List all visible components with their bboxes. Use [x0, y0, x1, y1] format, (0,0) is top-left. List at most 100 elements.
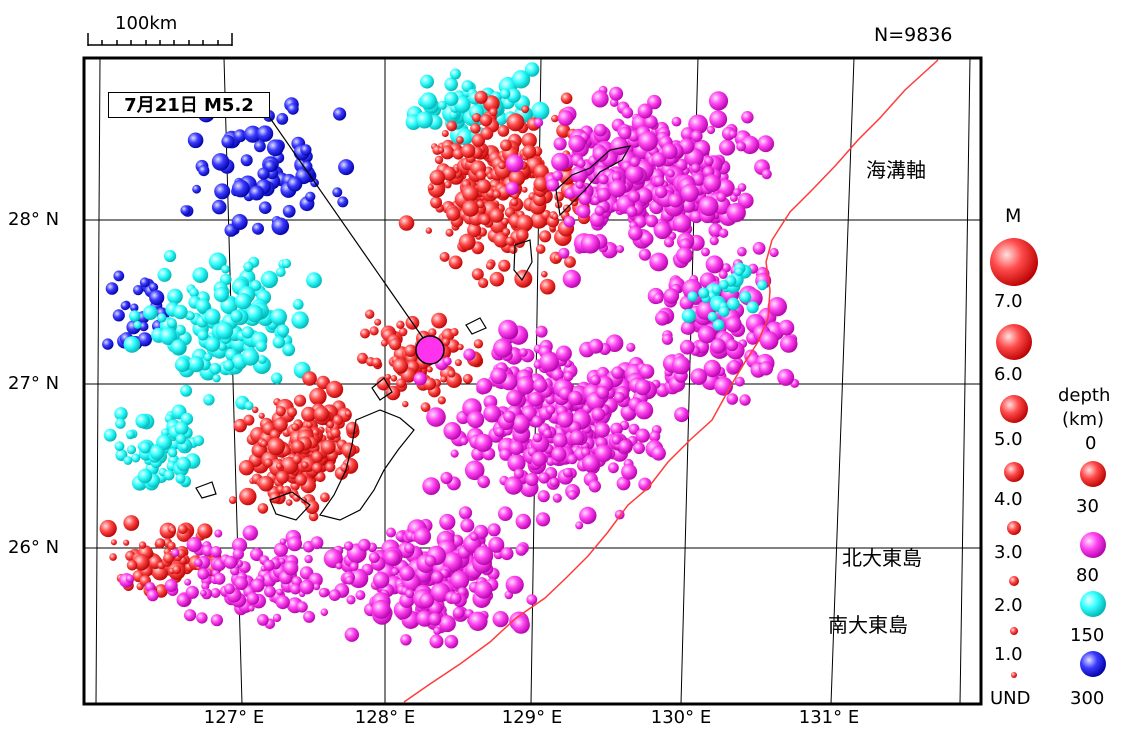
earthquake-marker	[519, 348, 528, 357]
earthquake-marker	[563, 371, 574, 382]
earthquake-marker	[498, 319, 518, 340]
earthquake-marker	[384, 549, 401, 566]
earthquake-marker	[740, 135, 760, 155]
depth-legend-symbols	[1080, 461, 1106, 677]
earthquake-marker	[355, 590, 366, 601]
earthquake-marker	[250, 547, 264, 562]
earthquake-marker	[668, 193, 683, 208]
earthquake-marker	[474, 90, 488, 104]
earthquake-marker	[526, 594, 538, 605]
earthquake-marker	[221, 135, 235, 149]
earthquake-marker	[99, 519, 117, 538]
earthquake-marker	[310, 536, 324, 550]
earthquake-marker	[167, 288, 183, 305]
x-tick-131e: 131° E	[798, 707, 860, 728]
earthquake-marker	[437, 100, 447, 110]
earthquake-marker	[105, 282, 119, 295]
earthquake-marker	[653, 293, 664, 304]
earthquake-marker	[392, 358, 408, 374]
earthquake-marker	[649, 252, 669, 272]
earthquake-marker	[512, 616, 530, 634]
earthquake-marker	[267, 437, 285, 456]
earthquake-marker	[511, 70, 531, 89]
earthquake-marker	[636, 187, 653, 204]
earthquake-marker	[271, 217, 290, 236]
earthquake-marker	[739, 291, 752, 303]
earthquake-marker	[149, 290, 165, 306]
earthquake-marker	[651, 152, 667, 168]
earthquake-marker	[126, 429, 135, 439]
earthquake-marker	[736, 141, 746, 152]
earthquake-marker	[114, 407, 128, 421]
earthquake-marker	[426, 407, 446, 427]
earthquake-marker	[616, 245, 625, 254]
earthquake-marker	[292, 299, 304, 310]
earthquake-marker	[443, 422, 462, 440]
earthquake-marker	[193, 435, 205, 446]
trench-axis-label: 海溝軸	[866, 158, 926, 182]
earthquake-marker	[621, 106, 634, 119]
earthquake-marker	[238, 460, 255, 476]
earthquake-marker	[457, 343, 464, 351]
earthquake-marker	[458, 233, 476, 251]
earthquake-marker	[576, 204, 591, 219]
earthquake-marker	[234, 576, 248, 590]
earthquake-marker	[551, 152, 570, 171]
earthquake-marker	[276, 462, 283, 470]
earthquake-marker	[779, 335, 798, 353]
earthquake-marker	[556, 123, 571, 138]
earthquake-marker	[231, 214, 248, 230]
earthquake-marker	[420, 402, 431, 413]
earthquake-marker	[653, 221, 672, 240]
earthquake-marker	[568, 135, 586, 153]
depth-label-30: 30	[1076, 496, 1099, 517]
earthquake-marker	[276, 588, 284, 596]
earthquake-marker	[515, 513, 531, 530]
earthquake-marker	[498, 161, 506, 170]
trench-axis-line	[403, 59, 939, 703]
earthquake-marker	[464, 460, 485, 481]
earthquake-marker	[462, 185, 479, 202]
depth-legend-title: depth	[1058, 385, 1111, 406]
earthquake-marker	[215, 321, 234, 340]
earthquake-marker	[344, 627, 359, 642]
mag-label-7: 7.0	[994, 291, 1023, 312]
earthquake-marker	[759, 331, 779, 350]
earthquake-marker	[440, 375, 448, 383]
earthquake-marker	[257, 355, 267, 364]
earthquake-marker	[396, 320, 405, 329]
earthquake-marker	[473, 545, 494, 566]
earthquake-marker	[315, 471, 326, 483]
earthquake-marker	[564, 256, 576, 268]
earthquake-marker	[474, 433, 493, 452]
earthquake-marker	[139, 441, 152, 454]
earthquake-marker	[509, 440, 524, 455]
earthquake-marker	[187, 132, 204, 149]
earthquake-marker	[413, 527, 432, 545]
earthquake-marker	[129, 310, 141, 322]
earthquake-marker	[444, 77, 459, 92]
earthquake-marker	[296, 601, 308, 613]
earthquake-marker	[419, 92, 437, 110]
earthquake-marker	[758, 361, 774, 376]
earthquake-marker	[442, 338, 450, 346]
earthquake-marker	[516, 214, 534, 232]
earthquake-marker	[402, 400, 409, 408]
mag-label-und: UND	[990, 688, 1031, 709]
earthquake-marker	[385, 373, 391, 380]
earthquake-marker	[489, 107, 498, 117]
earthquake-marker	[126, 560, 138, 571]
map-frame-border	[82, 56, 983, 706]
earthquake-marker	[575, 180, 584, 189]
earthquake-marker	[133, 320, 142, 329]
earthquake-marker	[708, 91, 729, 111]
earthquake-marker	[399, 565, 415, 582]
earthquake-marker	[499, 88, 511, 100]
depth-legend-unit: (km)	[1062, 409, 1105, 430]
earthquake-marker	[139, 277, 150, 288]
earthquake-marker	[311, 462, 323, 474]
earthquake-marker	[778, 319, 795, 336]
earthquake-marker	[625, 164, 644, 184]
earthquake-marker	[302, 371, 317, 386]
earthquake-marker	[157, 267, 172, 282]
